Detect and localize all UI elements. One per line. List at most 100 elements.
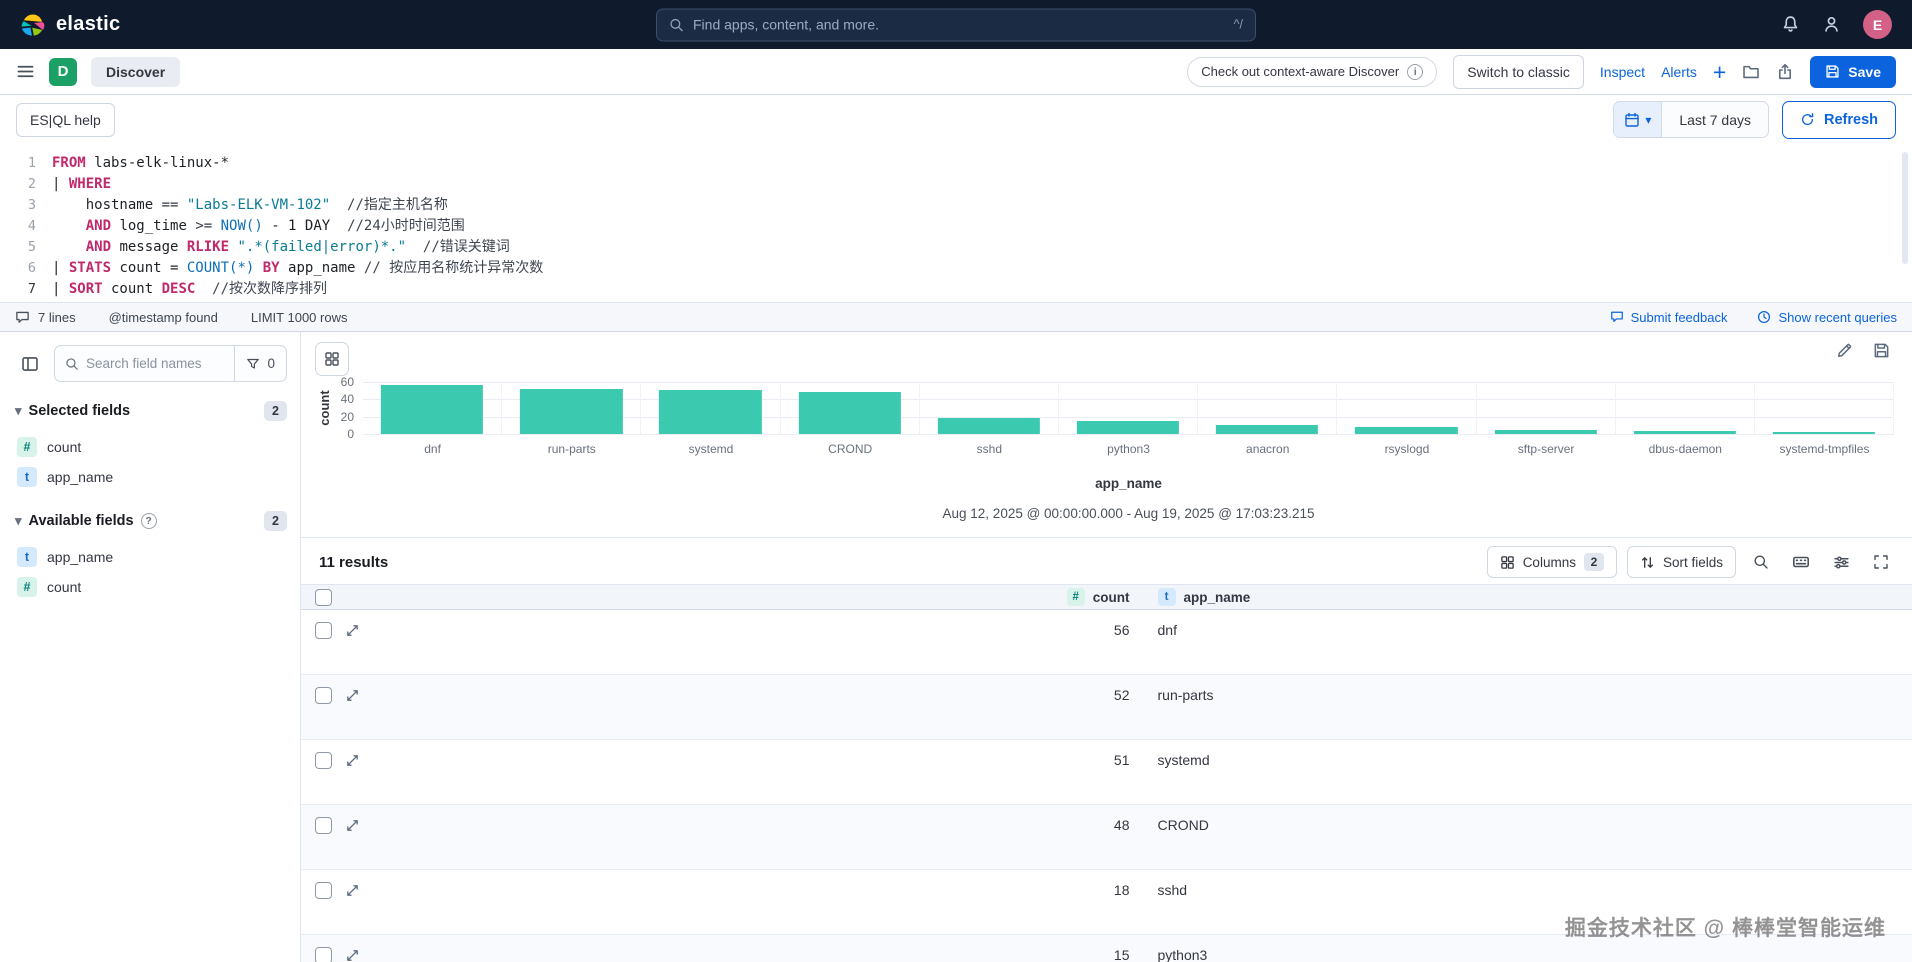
menu-icon[interactable] — [16, 62, 35, 81]
bar-python3[interactable] — [1076, 421, 1180, 434]
line-number: 4 — [27, 218, 36, 234]
expand-row-icon[interactable] — [345, 623, 360, 638]
row-checkbox[interactable] — [315, 752, 332, 769]
user-profile-icon[interactable] — [1822, 15, 1841, 34]
submit-feedback-link[interactable]: Submit feedback — [1610, 310, 1727, 325]
recent-queries-link[interactable]: Show recent queries — [1757, 310, 1897, 325]
row-checkbox[interactable] — [315, 817, 332, 834]
row-checkbox[interactable] — [315, 947, 332, 962]
time-range-button[interactable]: Last 7 days — [1662, 102, 1768, 137]
bar-run-parts[interactable] — [520, 388, 623, 434]
cell-app-name-value[interactable]: systemd — [1157, 752, 1210, 768]
field-item-count[interactable]: # count — [15, 572, 287, 602]
help-icon[interactable]: ? — [140, 513, 157, 529]
editor-line[interactable]: 3 hostname == "Labs-ELK-VM-102" //指定主机名称 — [0, 195, 1912, 216]
bar-dbus-daemon[interactable] — [1633, 431, 1736, 434]
cell-app-name-value[interactable]: CROND — [1157, 817, 1209, 833]
notifications-icon[interactable] — [1781, 15, 1800, 34]
cell-count-value[interactable]: 56 — [1113, 622, 1130, 638]
cell-count-value[interactable]: 52 — [1113, 687, 1130, 703]
user-avatar[interactable]: E — [1863, 10, 1892, 39]
inspect-button[interactable]: Inspect — [1599, 63, 1646, 80]
expand-row-icon[interactable] — [345, 818, 360, 833]
cell-app-name-value[interactable]: python3 — [1157, 947, 1208, 962]
cell-app-name-value[interactable]: dnf — [1157, 622, 1177, 638]
tab-discover[interactable]: Discover — [91, 56, 181, 87]
alerts-button[interactable]: Alerts — [1661, 63, 1697, 80]
keyboard-shortcuts-icon[interactable] — [1786, 547, 1816, 577]
row-checkbox[interactable] — [315, 882, 332, 899]
expand-row-icon[interactable] — [345, 883, 360, 898]
results-count: 11 results — [319, 553, 389, 571]
share-icon[interactable] — [1776, 63, 1794, 81]
sort-fields-button[interactable]: Sort fields — [1626, 546, 1736, 578]
new-session-icon[interactable]: + — [1712, 58, 1727, 85]
editor-line[interactable]: 7 | SORT count DESC //按次数降序排列 — [0, 279, 1912, 300]
open-folder-icon[interactable] — [1742, 63, 1760, 81]
context-aware-banner-button[interactable]: Check out context-aware Discover i — [1187, 56, 1438, 87]
date-quick-select-button[interactable]: ▾ — [1614, 102, 1663, 137]
esql-editor[interactable]: 1 FROM labs-elk-linux-* 2 | WHERE 3 hostname… — [0, 144, 1912, 302]
editor-line[interactable]: 5 AND message RLIKE ".*(failed|error)*."… — [0, 237, 1912, 258]
esql-help-button[interactable]: ES|QL help — [16, 102, 115, 137]
space-badge[interactable]: D — [49, 57, 77, 86]
field-item-app_name[interactable]: t app_name — [15, 542, 287, 572]
field-filter-button[interactable]: 0 — [234, 346, 286, 381]
expand-row-icon[interactable] — [345, 753, 360, 768]
bar-systemd[interactable] — [659, 389, 762, 434]
date-picker: ▾ Last 7 days — [1613, 101, 1769, 138]
search-icon — [65, 357, 79, 371]
field-name: count — [47, 579, 82, 595]
search-in-table-icon[interactable] — [1746, 547, 1776, 577]
global-search[interactable]: ^/ — [656, 8, 1256, 41]
editor-line[interactable]: 1 FROM labs-elk-linux-* — [0, 153, 1912, 174]
bar-CROND[interactable] — [798, 392, 901, 434]
save-visualization-icon[interactable] — [1873, 342, 1890, 362]
cell-count-value[interactable]: 51 — [1113, 752, 1130, 768]
bar-anacron[interactable] — [1216, 425, 1319, 434]
gridline — [363, 434, 1894, 435]
editor-line[interactable]: 4 AND log_time >= NOW() - 1 DAY //24小时时间… — [0, 216, 1912, 237]
bar-dnf[interactable] — [380, 385, 484, 434]
bar-sshd[interactable] — [937, 418, 1040, 434]
available-fields-count-badge: 2 — [264, 511, 287, 531]
switch-to-classic-button[interactable]: Switch to classic — [1453, 54, 1584, 89]
selected-fields-header[interactable]: ▾ Selected fields 2 — [15, 401, 287, 421]
cell-app-name-value[interactable]: sshd — [1157, 882, 1188, 898]
select-all-checkbox[interactable] — [315, 588, 332, 606]
edit-visualization-icon[interactable] — [1836, 342, 1853, 362]
available-fields-header[interactable]: ▾ Available fields ? 2 — [15, 511, 287, 531]
search-shortcut-hint: ^/ — [1233, 17, 1243, 32]
bar-sftp-server[interactable] — [1494, 429, 1597, 434]
row-checkbox[interactable] — [315, 687, 332, 704]
limit-rows-label: LIMIT 1000 rows — [250, 309, 348, 325]
bar-rsyslogd[interactable] — [1355, 427, 1458, 434]
collapse-sidebar-icon[interactable] — [15, 349, 45, 379]
editor-line[interactable]: 2 | WHERE — [0, 174, 1912, 195]
cell-count-value[interactable]: 15 — [1113, 947, 1130, 962]
save-button[interactable]: Save — [1810, 55, 1896, 88]
column-header-app-name[interactable]: t app_name — [1146, 588, 1912, 606]
bar-systemd-tmpfiles[interactable] — [1772, 432, 1876, 434]
row-checkbox[interactable] — [315, 622, 332, 639]
expand-row-icon[interactable] — [345, 948, 360, 962]
global-search-input[interactable] — [693, 16, 1225, 33]
cell-count-value[interactable]: 48 — [1113, 817, 1130, 833]
editor-scrollbar[interactable] — [1902, 152, 1908, 264]
field-item-count[interactable]: # count — [15, 432, 287, 462]
cell-app-name-value[interactable]: run-parts — [1157, 687, 1214, 703]
display-options-icon[interactable] — [1826, 547, 1856, 577]
field-item-app_name[interactable]: t app_name — [15, 462, 287, 492]
editor-line[interactable]: 6 | STATS count = COUNT(*) BY app_name //… — [0, 258, 1912, 279]
chart-options-button[interactable] — [315, 342, 349, 376]
expand-row-icon[interactable] — [345, 688, 360, 703]
cell-count-value[interactable]: 18 — [1113, 882, 1130, 898]
table-row: 15 python3 — [301, 935, 1912, 962]
field-search-input[interactable] — [86, 356, 235, 371]
fullscreen-icon[interactable] — [1866, 547, 1896, 577]
columns-button[interactable]: Columns 2 — [1486, 546, 1617, 578]
selected-fields-label: Selected fields — [28, 403, 131, 419]
brand[interactable]: elastic — [20, 12, 120, 38]
refresh-button[interactable]: Refresh — [1782, 100, 1896, 139]
column-header-count[interactable]: # count — [375, 588, 1146, 606]
